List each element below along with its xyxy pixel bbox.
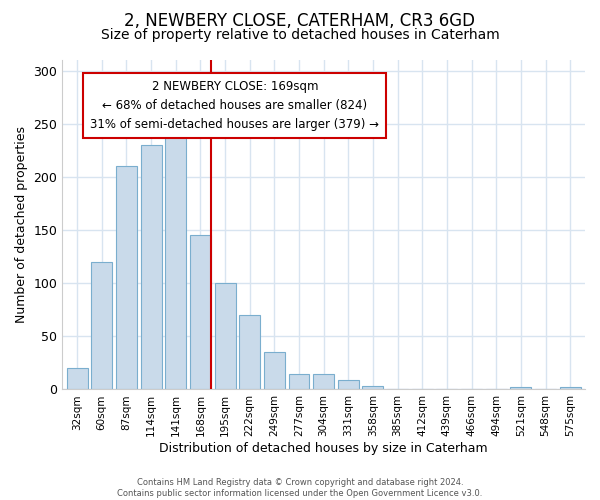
Bar <box>362 386 383 390</box>
Text: Size of property relative to detached houses in Caterham: Size of property relative to detached ho… <box>101 28 499 42</box>
Text: 2, NEWBERY CLOSE, CATERHAM, CR3 6GD: 2, NEWBERY CLOSE, CATERHAM, CR3 6GD <box>125 12 476 30</box>
Text: Contains HM Land Registry data © Crown copyright and database right 2024.
Contai: Contains HM Land Registry data © Crown c… <box>118 478 482 498</box>
Bar <box>511 388 532 390</box>
Bar <box>289 374 310 390</box>
Text: 2 NEWBERY CLOSE: 169sqm
← 68% of detached houses are smaller (824)
31% of semi-d: 2 NEWBERY CLOSE: 169sqm ← 68% of detache… <box>90 80 379 131</box>
Bar <box>165 124 186 390</box>
Bar <box>91 262 112 390</box>
Bar <box>116 166 137 390</box>
Bar <box>560 388 581 390</box>
Bar <box>313 374 334 390</box>
Bar <box>190 236 211 390</box>
Bar <box>264 352 285 390</box>
Bar <box>140 145 161 390</box>
X-axis label: Distribution of detached houses by size in Caterham: Distribution of detached houses by size … <box>160 442 488 455</box>
Bar <box>215 283 236 390</box>
Bar <box>67 368 88 390</box>
Bar <box>338 380 359 390</box>
Bar <box>239 315 260 390</box>
Y-axis label: Number of detached properties: Number of detached properties <box>15 126 28 323</box>
